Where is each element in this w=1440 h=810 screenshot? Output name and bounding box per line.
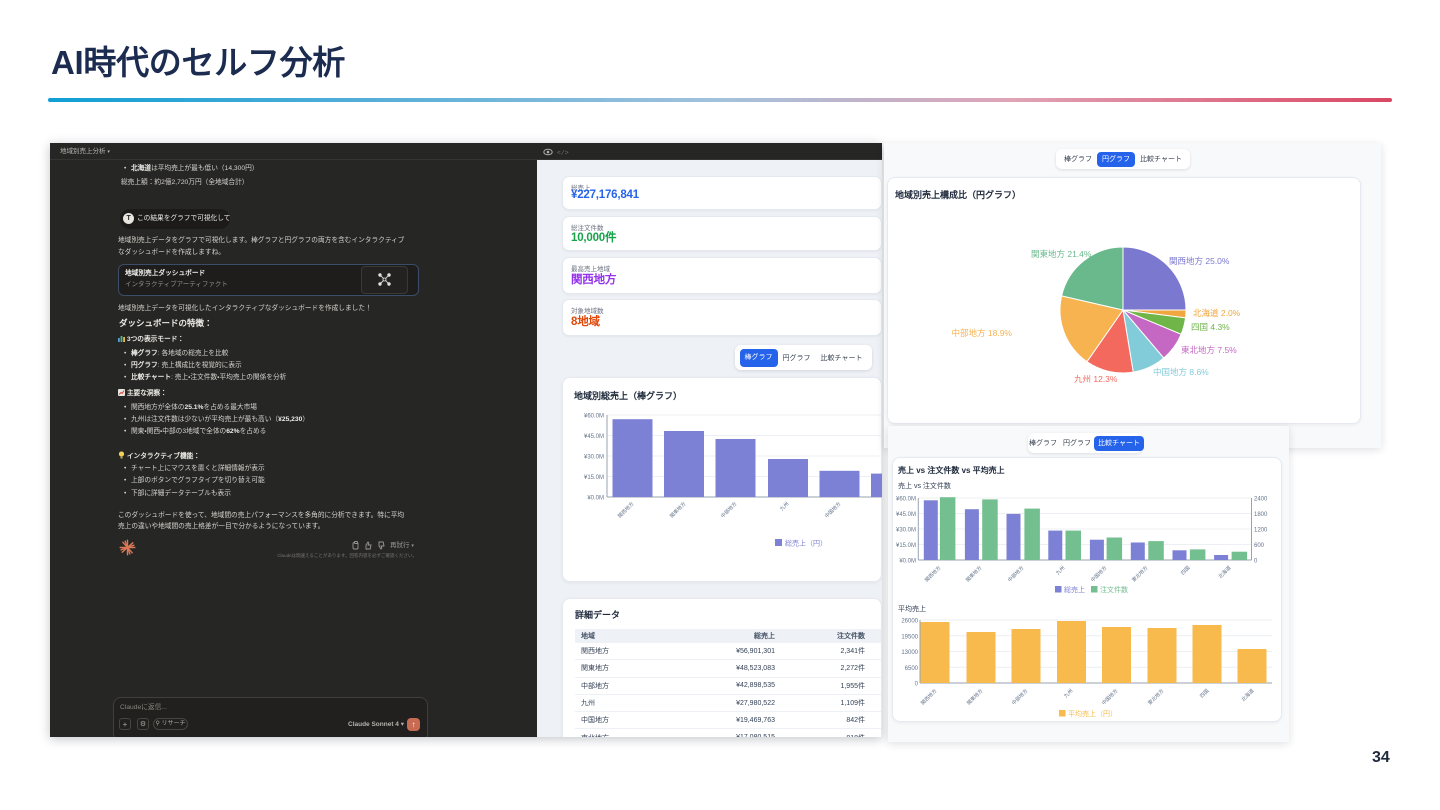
svg-text:北海道: 北海道 (1216, 564, 1232, 580)
svg-text:平均売上（円）: 平均売上（円） (1068, 709, 1117, 718)
svg-text:関西地方: 関西地方 (616, 500, 635, 519)
svg-text:北海道 2.0%: 北海道 2.0% (1193, 308, 1241, 318)
svg-text:九州: 九州 (1062, 687, 1074, 699)
svg-text:中部地方 18.9%: 中部地方 18.9% (952, 328, 1013, 338)
svg-text:</>: </> (557, 150, 569, 157)
svg-text:関東地方: 関東地方 (965, 687, 984, 706)
svg-text:九州 12.3%: 九州 12.3% (1074, 374, 1118, 384)
svg-text:四国: 四国 (1199, 688, 1210, 699)
svg-text:中部地方: 中部地方 (1010, 687, 1029, 706)
svg-text:¥45.0M: ¥45.0M (584, 434, 604, 440)
svg-text:四国 4.3%: 四国 4.3% (1191, 322, 1230, 332)
svg-text:0: 0 (914, 682, 918, 688)
svg-text:関東地方: 関東地方 (668, 500, 687, 519)
svg-text:¥15.0M: ¥15.0M (584, 475, 604, 481)
svg-text:東北地方: 東北地方 (1146, 687, 1165, 706)
svg-text:中部地方: 中部地方 (1006, 564, 1025, 583)
svg-text:¥60.0M: ¥60.0M (584, 414, 604, 420)
svg-text:26000: 26000 (901, 619, 918, 625)
svg-text:総売上（円）: 総売上（円） (785, 539, 827, 548)
svg-text:東北地方: 東北地方 (1130, 564, 1149, 583)
svg-text:13000: 13000 (901, 650, 918, 656)
svg-text:四国: 四国 (1180, 565, 1191, 576)
svg-text:関西地方: 関西地方 (923, 564, 942, 583)
svg-text:¥0.0M: ¥0.0M (899, 559, 916, 565)
svg-text:1200: 1200 (1254, 528, 1268, 534)
svg-text:¥0.0M: ¥0.0M (587, 496, 604, 502)
svg-text:中国地方: 中国地方 (1100, 687, 1119, 706)
svg-text:¥30.0M: ¥30.0M (584, 455, 604, 461)
svg-text:中国地方: 中国地方 (1089, 564, 1108, 583)
svg-text:1800: 1800 (1254, 512, 1268, 518)
svg-text:東北地方 7.5%: 東北地方 7.5% (1181, 345, 1237, 355)
svg-text:関東地方: 関東地方 (964, 564, 983, 583)
svg-text:600: 600 (1254, 543, 1265, 549)
svg-text:九州: 九州 (1054, 564, 1066, 576)
svg-text:0: 0 (1254, 559, 1258, 565)
svg-text:売上 vs 注文件数 vs 平均売上: 売上 vs 注文件数 vs 平均売上 (898, 465, 1005, 475)
svg-text:中国地方: 中国地方 (823, 500, 842, 519)
svg-text:2400: 2400 (1254, 497, 1268, 503)
svg-text:関西地方 25.0%: 関西地方 25.0% (1169, 256, 1230, 266)
svg-text:中国地方 8.6%: 中国地方 8.6% (1153, 367, 1209, 377)
svg-text:19500: 19500 (901, 634, 918, 640)
svg-text:関西地方: 関西地方 (919, 687, 938, 706)
svg-text:売上 vs 注文件数: 売上 vs 注文件数 (898, 481, 951, 490)
svg-text:¥60.0M: ¥60.0M (895, 497, 915, 503)
svg-text:6500: 6500 (904, 666, 918, 672)
svg-text:中部地方: 中部地方 (719, 500, 738, 519)
svg-text:¥15.0M: ¥15.0M (895, 543, 915, 549)
svg-text:総売上: 総売上 (1064, 585, 1085, 594)
svg-text:九州: 九州 (778, 500, 790, 512)
svg-text:平均売上: 平均売上 (898, 604, 926, 613)
svg-text:関東地方 21.4%: 関東地方 21.4% (1031, 249, 1092, 259)
svg-text:北海道: 北海道 (1239, 687, 1255, 703)
svg-text:¥45.0M: ¥45.0M (895, 512, 915, 518)
svg-text:¥30.0M: ¥30.0M (895, 528, 915, 534)
svg-text:注文件数: 注文件数 (1100, 585, 1128, 594)
